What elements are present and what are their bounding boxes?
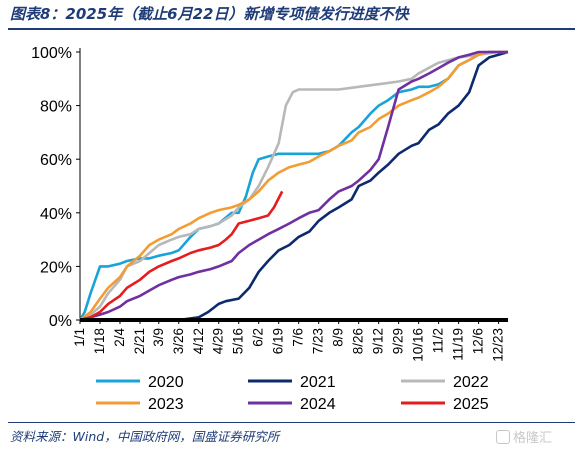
y-tick-label: 80%	[40, 99, 72, 116]
chart-axes: 0% 20% 40% 60% 80% 100% 1/1 1/18 2/4 2/21 3/9 3/26 4…	[31, 45, 508, 362]
x-tick: 11/19	[451, 320, 466, 361]
legend-item: 2024	[248, 396, 336, 413]
x-tick-label: 4/12	[191, 328, 206, 354]
y-tick: 40%	[40, 206, 80, 223]
watermark-logo-icon	[496, 430, 510, 444]
legend-label: 2021	[300, 374, 336, 391]
legend-label: 2025	[453, 396, 489, 413]
x-tick: 1/1	[72, 320, 87, 347]
series-line-2022	[79, 50, 508, 322]
series-line-2024	[79, 50, 508, 322]
x-tick-label: 5/16	[231, 328, 246, 354]
legend-item: 2023	[96, 396, 184, 413]
chart-legend: 2020 2021 2022 2023 2024 2025	[96, 374, 489, 413]
x-tick: 9/12	[371, 320, 386, 354]
chart-title: 图表8：2025年（截止6月22日）新增专项债发行进度不快	[10, 5, 409, 23]
legend-item: 2020	[96, 374, 184, 391]
x-tick-label: 7/6	[291, 328, 306, 347]
x-tick-label: 3/26	[171, 328, 186, 354]
x-tick: 12/23	[491, 320, 506, 362]
x-tick-label: 6/19	[271, 328, 286, 354]
watermark-text: 格隆汇	[513, 431, 553, 446]
y-tick-label: 20%	[40, 259, 72, 276]
y-tick-label: 60%	[40, 152, 72, 169]
x-tick-label: 2/4	[112, 328, 127, 347]
x-tick: 3/9	[151, 320, 166, 347]
x-tick: 9/29	[391, 320, 406, 354]
x-tick: 8/26	[351, 320, 366, 354]
y-tick: 100%	[31, 45, 80, 62]
x-tick-label: 9/12	[371, 328, 386, 354]
x-tick: 11/2	[431, 320, 446, 353]
legend-label: 2023	[148, 396, 184, 413]
x-tick-label: 4/29	[211, 328, 226, 354]
y-tick-label: 0%	[49, 313, 72, 330]
x-tick: 8/9	[331, 320, 346, 347]
y-tick-label: 40%	[40, 206, 72, 223]
x-tick: 10/16	[411, 320, 426, 362]
x-tick-label: 12/6	[471, 328, 486, 354]
x-tick: 2/21	[132, 320, 147, 354]
legend-label: 2020	[148, 374, 184, 391]
y-tick: 80%	[40, 99, 80, 116]
x-tick: 6/19	[271, 320, 286, 354]
legend-label: 2024	[300, 396, 336, 413]
x-tick: 7/23	[311, 320, 326, 354]
legend-label: 2022	[453, 374, 489, 391]
source-note: 资料来源：Wind，中国政府网，国盛证券研究所	[10, 429, 280, 444]
x-tick-label: 12/23	[491, 328, 506, 362]
x-tick: 6/2	[251, 320, 266, 347]
x-tick-label: 9/29	[391, 328, 406, 354]
x-tick-label: 3/9	[151, 328, 166, 347]
legend-item: 2021	[248, 374, 336, 391]
legend-item: 2022	[401, 374, 489, 391]
x-tick-label: 11/19	[451, 328, 466, 361]
x-tick-label: 1/18	[92, 328, 107, 354]
x-tick: 2/4	[112, 320, 127, 347]
x-tick: 12/6	[471, 320, 486, 354]
series-line-2021	[80, 50, 509, 322]
title-divider	[8, 28, 575, 30]
series-line-2023	[79, 50, 508, 322]
y-tick-label: 100%	[31, 45, 72, 62]
watermark: 格隆汇	[496, 427, 552, 446]
legend-item: 2025	[401, 396, 489, 413]
y-tick: 20%	[40, 259, 80, 276]
x-tick-label: 1/1	[72, 328, 87, 347]
x-tick-label: 8/26	[351, 328, 366, 354]
y-tick: 60%	[40, 152, 80, 169]
x-tick-label: 11/2	[431, 328, 446, 353]
x-tick: 4/29	[211, 320, 226, 354]
x-tick-label: 10/16	[411, 328, 426, 362]
x-tick: 4/12	[191, 320, 206, 354]
x-tick-label: 2/21	[132, 328, 147, 354]
x-tick: 5/16	[231, 320, 246, 354]
x-tick: 3/26	[171, 320, 186, 354]
footer-divider	[8, 422, 575, 423]
chart-series	[78, 50, 509, 322]
series-line-2025	[79, 190, 284, 322]
y-tick: 0%	[49, 313, 80, 330]
x-tick: 7/6	[291, 320, 306, 347]
x-tick-label: 6/2	[251, 328, 266, 347]
x-tick-label: 7/23	[311, 328, 326, 354]
x-tick: 1/18	[92, 320, 107, 354]
x-tick-label: 8/9	[331, 328, 346, 347]
